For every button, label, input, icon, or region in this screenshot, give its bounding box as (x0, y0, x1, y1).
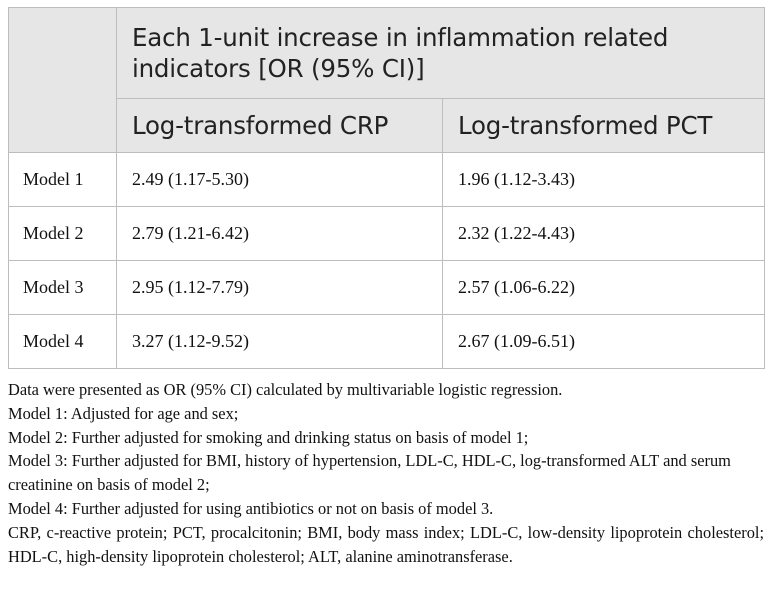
footnote-model-4: Model 4: Further adjusted for using anti… (8, 498, 494, 518)
footnote-abbreviations: CRP, c-reactive protein; PCT, procalcito… (8, 522, 764, 566)
crp-value: 2.79 (1.21-6.42) (116, 206, 443, 261)
model-label: Model 4 (8, 314, 117, 369)
crp-value: 2.49 (1.17-5.30) (116, 152, 443, 207)
table-row: Model 3 2.95 (1.12-7.79) 2.57 (1.06-6.22… (8, 260, 765, 315)
pct-value: 2.67 (1.09-6.51) (442, 314, 765, 369)
table-row: Model 1 2.49 (1.17-5.30) 1.96 (1.12-3.43… (8, 152, 765, 207)
table-footnotes: Data were presented as OR (95% CI) calcu… (8, 378, 764, 568)
footnote-model-3: Model 3: Further adjusted for BMI, histo… (8, 451, 731, 495)
footnote-model-2: Model 2: Further adjusted for smoking an… (8, 427, 529, 447)
column-header-pct: Log-transformed PCT (442, 98, 765, 153)
footnote-intro: Data were presented as OR (95% CI) calcu… (8, 380, 563, 399)
pct-value: 1.96 (1.12-3.43) (442, 152, 765, 207)
model-label: Model 2 (8, 206, 117, 261)
pct-value: 2.57 (1.06-6.22) (442, 260, 765, 315)
column-header-crp: Log-transformed CRP (116, 98, 443, 153)
crp-value: 2.95 (1.12-7.79) (116, 260, 443, 315)
table-row: Model 4 3.27 (1.12-9.52) 2.67 (1.09-6.51… (8, 314, 765, 369)
odds-ratio-table: Each 1-unit increase in inflammation rel… (8, 7, 765, 369)
header-top-cell: Each 1-unit increase in inflammation rel… (116, 7, 765, 99)
header-row-columns: Log-transformed CRP Log-transformed PCT (9, 98, 765, 153)
header-corner-cell (8, 7, 117, 153)
results-table-container: Each 1-unit increase in inflammation rel… (8, 7, 765, 568)
model-label: Model 1 (8, 152, 117, 207)
footnote-model-1: Model 1: Adjusted for age and sex; (8, 403, 239, 423)
model-label: Model 3 (8, 260, 117, 315)
pct-value: 2.32 (1.22-4.43) (442, 206, 765, 261)
crp-value: 3.27 (1.12-9.52) (116, 314, 443, 369)
table-row: Model 2 2.79 (1.21-6.42) 2.32 (1.22-4.43… (8, 206, 765, 261)
header-row-top: Each 1-unit increase in inflammation rel… (8, 7, 765, 153)
